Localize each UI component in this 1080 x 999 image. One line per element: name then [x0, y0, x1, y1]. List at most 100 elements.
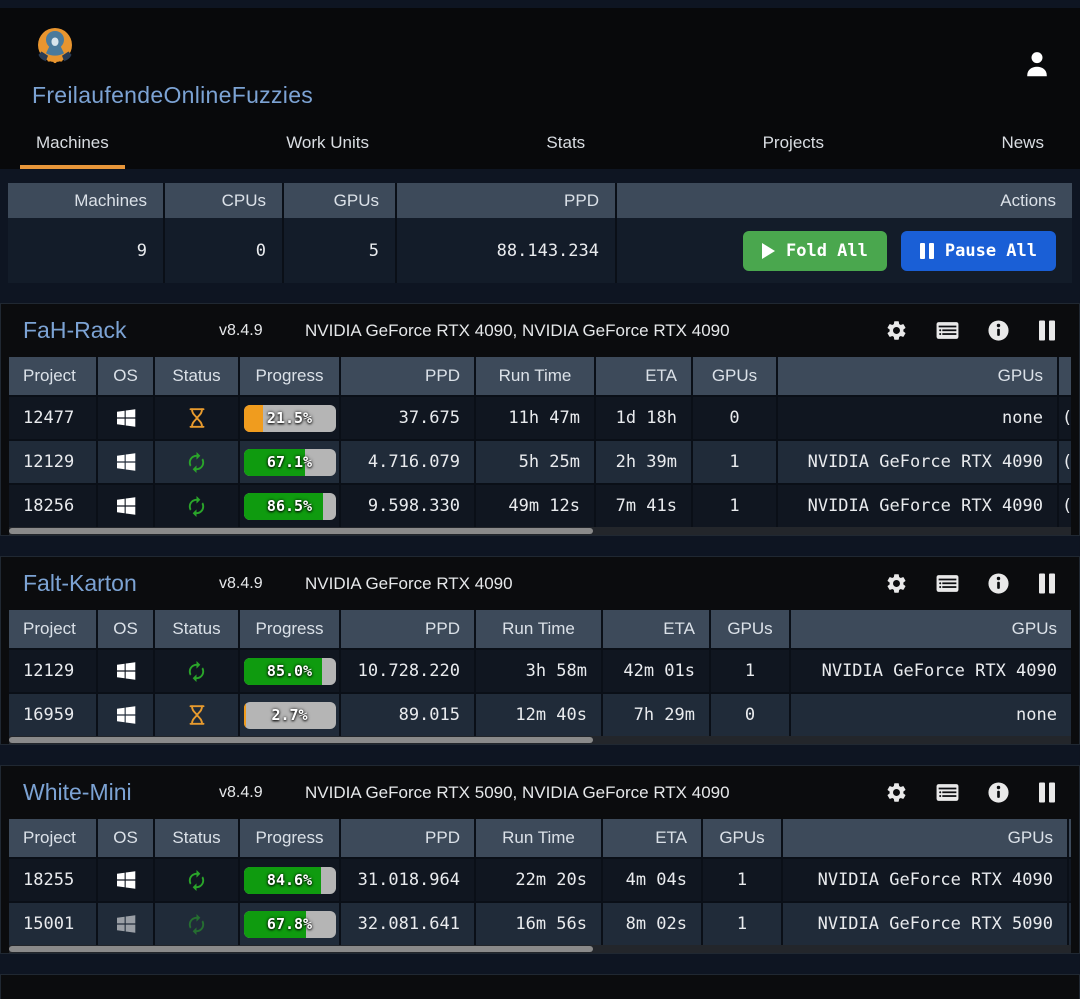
- col-gpus-names: GPUs: [776, 357, 1057, 395]
- sync-icon: [188, 495, 205, 517]
- table-header-row: Project OS Status Progress PPD Run Time …: [9, 610, 1071, 648]
- col-project: Project: [23, 619, 76, 638]
- pause-machine-icon[interactable]: [1037, 319, 1057, 342]
- pause-machine-icon[interactable]: [1037, 781, 1057, 804]
- eta-value: 7h 29m: [601, 694, 709, 736]
- gpu-count: 0: [691, 397, 776, 439]
- machine-header: FaH-Rack v8.4.9 NVIDIA GeForce RTX 4090,…: [1, 304, 1079, 357]
- project-id: 18255: [23, 870, 75, 890]
- summary-header-ppd: PPD: [395, 183, 615, 218]
- progress-fill: [243, 404, 264, 432]
- table-row[interactable]: 18255 84.6% 31.018.964 22m 20s 4m 04s 1 …: [9, 857, 1071, 901]
- progress-label: 84.6%: [266, 871, 313, 889]
- table-row[interactable]: 18256 86.5% 9.598.330 49m 12s 7m 41s 1 N…: [9, 483, 1071, 527]
- machine-actions: [885, 781, 1057, 804]
- horizontal-scrollbar[interactable]: [9, 736, 1071, 744]
- progress-bar: 67.1%: [243, 448, 336, 476]
- table-row[interactable]: 16959 2.7% 89.015 12m 40s 7h 29m 0 none: [9, 692, 1071, 736]
- progress-fill: [243, 866, 322, 894]
- eta-value: 2h 39m: [594, 441, 691, 483]
- run-time-value: 49m 12s: [474, 485, 594, 527]
- col-status: Status: [153, 819, 238, 857]
- summary-cpus-count: 0: [163, 218, 282, 283]
- windows-icon: [116, 409, 135, 427]
- windows-icon: [116, 497, 135, 515]
- machine-actions: [885, 319, 1057, 342]
- log-list-icon[interactable]: [935, 573, 960, 594]
- windows-icon: [116, 915, 135, 933]
- scrollbar-thumb[interactable]: [9, 946, 594, 952]
- tab-stats[interactable]: Stats: [546, 133, 586, 152]
- summary-actions: Fold All Pause All: [615, 218, 1072, 283]
- progress-cell: 2.7%: [238, 694, 339, 736]
- scrollbar-thumb[interactable]: [9, 528, 594, 534]
- os-cell: [96, 485, 153, 527]
- progress-cell: 85.0%: [238, 650, 339, 692]
- pause-machine-icon[interactable]: [1037, 572, 1057, 595]
- scrollbar-thumb[interactable]: [9, 737, 594, 743]
- table-row[interactable]: 12477 21.5% 37.675 11h 47m 1d 18h 0 none…: [9, 395, 1071, 439]
- col-status: Status: [153, 357, 238, 395]
- info-icon[interactable]: [987, 319, 1010, 342]
- status-cell: [153, 859, 238, 901]
- col-gpus-count: GPUs: [709, 610, 789, 648]
- hourglass-icon: [189, 705, 204, 725]
- col-gpus-count: GPUs: [701, 819, 781, 857]
- horizontal-scrollbar[interactable]: [9, 945, 1071, 953]
- table-row[interactable]: 12129 67.1% 4.716.079 5h 25m 2h 39m 1 NV…: [9, 439, 1071, 483]
- progress-bar: 21.5%: [243, 404, 336, 432]
- info-icon[interactable]: [987, 781, 1010, 804]
- gpu-count: 1: [691, 441, 776, 483]
- table-row[interactable]: 15001 67.8% 32.081.641 16m 56s 8m 02s 1 …: [9, 901, 1071, 945]
- settings-gear-icon[interactable]: [885, 319, 908, 342]
- status-cell: [153, 397, 238, 439]
- progress-fill: [243, 657, 322, 685]
- user-account-button[interactable]: [1022, 48, 1052, 85]
- gpu-count: 1: [709, 650, 789, 692]
- overflow-cell: [1067, 859, 1071, 901]
- gpu-names: none: [776, 397, 1057, 439]
- log-list-icon[interactable]: [935, 320, 960, 341]
- gpu-count: 1: [701, 903, 781, 945]
- tab-machines[interactable]: Machines: [20, 123, 125, 169]
- ppd-value: 10.728.220: [339, 650, 474, 692]
- settings-gear-icon[interactable]: [885, 572, 908, 595]
- pause-all-button[interactable]: Pause All: [900, 230, 1056, 271]
- run-time-value: 22m 20s: [474, 859, 601, 901]
- overflow-cell: (: [1057, 441, 1071, 483]
- gpu-names: NVIDIA GeForce RTX 4090: [776, 441, 1057, 483]
- status-cell: [153, 485, 238, 527]
- col-eta: ETA: [601, 819, 701, 857]
- table-row[interactable]: 12129 85.0% 10.728.220 3h 58m 42m 01s 1 …: [9, 648, 1071, 692]
- fold-all-button[interactable]: Fold All: [742, 230, 887, 271]
- tab-news[interactable]: News: [1001, 133, 1044, 152]
- sync-icon: [188, 913, 205, 935]
- progress-cell: 67.1%: [238, 441, 339, 483]
- machine-name: FaH-Cluster: [23, 998, 219, 999]
- col-run-time: Run Time: [474, 819, 601, 857]
- machine-card-fah-rack: FaH-Rack v8.4.9 NVIDIA GeForce RTX 4090,…: [0, 303, 1080, 536]
- windows-icon: [116, 706, 135, 724]
- machine-actions: [885, 572, 1057, 595]
- progress-bar: 67.8%: [243, 910, 336, 938]
- horizontal-scrollbar[interactable]: [9, 527, 1071, 535]
- log-list-icon[interactable]: [935, 782, 960, 803]
- pause-icon: [919, 242, 934, 259]
- eta-value: 1d 18h: [594, 397, 691, 439]
- windows-icon: [116, 453, 135, 471]
- windows-icon: [116, 871, 135, 889]
- project-id: 15001: [23, 914, 75, 934]
- eta-value: 7m 41s: [594, 485, 691, 527]
- col-os: OS: [96, 357, 153, 395]
- tab-work-units[interactable]: Work Units: [286, 133, 369, 152]
- col-overflow: [1067, 819, 1071, 857]
- info-icon[interactable]: [987, 572, 1010, 595]
- work-units-table: Project OS Status Progress PPD Run Time …: [9, 610, 1071, 736]
- tab-projects[interactable]: Projects: [762, 133, 825, 152]
- settings-gear-icon[interactable]: [885, 781, 908, 804]
- status-cell: [153, 441, 238, 483]
- windows-icon: [116, 662, 135, 680]
- os-cell: [96, 859, 153, 901]
- machine-card-falt-karton: Falt-Karton v8.4.9 NVIDIA GeForce RTX 40…: [0, 556, 1080, 745]
- pause-all-label: Pause All: [944, 240, 1037, 261]
